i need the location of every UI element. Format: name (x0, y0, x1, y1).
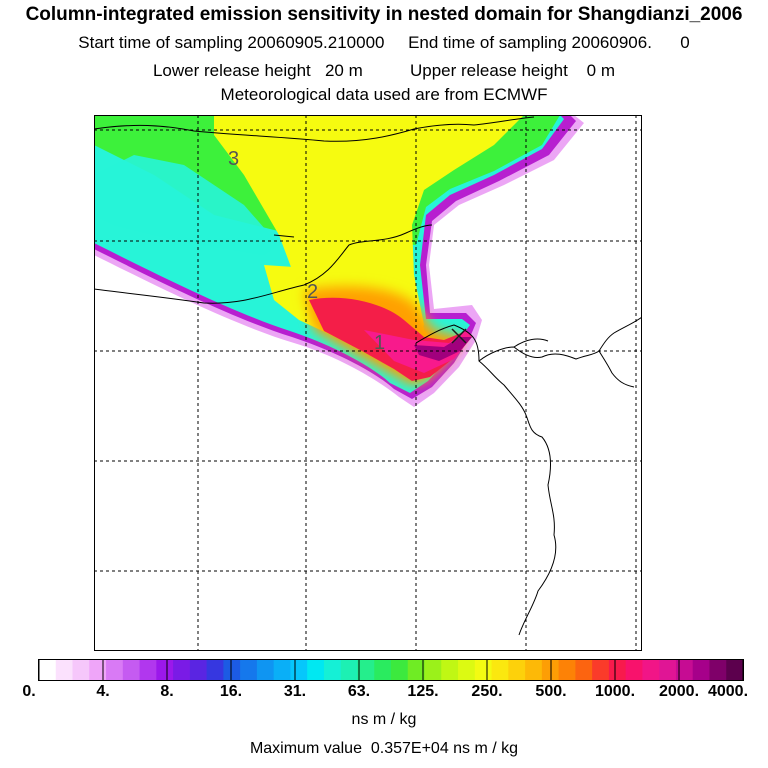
legend-swatch (374, 660, 392, 680)
legend-swatch (72, 660, 90, 680)
legend-swatch (357, 660, 375, 680)
figure-title: Column-integrated emission sensitivity i… (25, 4, 743, 25)
legend-swatch (206, 660, 224, 680)
legend-swatch (340, 660, 359, 680)
legend-swatch (307, 660, 325, 680)
region-label-3: 3 (228, 148, 239, 170)
legend-tick-label: 125. (407, 683, 439, 700)
legend-swatch (290, 660, 308, 680)
sensitivity-field (94, 115, 584, 407)
legend-swatch (189, 660, 208, 680)
met-data-source: Meteorological data used are from ECMWF (220, 85, 548, 104)
legend-tick-label: 0. (22, 683, 36, 700)
legend-tick-label: 500. (535, 683, 567, 700)
legend-swatch (391, 660, 409, 680)
legend-swatch (608, 660, 627, 680)
coastlines (94, 116, 642, 636)
station-marker (451, 328, 467, 344)
legend-tick-label: 31. (283, 683, 307, 700)
legend-frame (38, 659, 744, 681)
legend-swatch (491, 660, 509, 680)
legend-swatch (692, 660, 711, 680)
legend-tick-label: 4. (96, 683, 110, 700)
legend-swatch (223, 660, 241, 680)
legend-swatch (273, 660, 292, 680)
legend-swatch (89, 660, 107, 680)
legend-swatch (424, 660, 442, 680)
legend-swatch (407, 660, 426, 680)
maximum-value: Maximum value 0.357E+04 ns m / kg (249, 740, 519, 757)
legend-tick-label: 8. (160, 683, 174, 700)
legend-swatch (709, 660, 727, 680)
map-frame (94, 115, 642, 651)
legend-swatch (55, 660, 74, 680)
legend-swatch (558, 660, 576, 680)
legend-swatch (625, 660, 644, 680)
legend-swatch (726, 660, 744, 680)
legend-swatch (642, 660, 660, 680)
legend-swatch (592, 660, 610, 680)
legend-tick-label: 16. (219, 683, 243, 700)
legend-swatch (39, 660, 57, 680)
field-yellow-zone (214, 115, 524, 345)
legend-swatch (458, 660, 476, 680)
emission-sensitivity-map: 1 2 3 (94, 115, 642, 651)
legend-swatch (240, 660, 258, 680)
field-cyan-west (94, 155, 279, 255)
legend-swatch (525, 660, 543, 680)
legend-swatch (575, 660, 593, 680)
legend-tick-label: 63. (347, 683, 371, 700)
legend-swatch (659, 660, 677, 680)
legend-swatch (139, 660, 157, 680)
legend-tick-label: 1000. (594, 683, 636, 700)
graticule (94, 115, 642, 651)
color-legend (38, 659, 744, 686)
legend-swatch (441, 660, 459, 680)
legend-swatch (508, 660, 526, 680)
release-heights: Lower release height 20 m Upper release … (152, 61, 616, 80)
region-label-1: 1 (374, 332, 385, 354)
legend-units: ns m / kg (351, 711, 417, 728)
legend-tick-label: 4000. (707, 683, 749, 700)
legend-tick-label: 250. (471, 683, 503, 700)
legend-swatch (675, 660, 694, 680)
legend-swatch (122, 660, 141, 680)
legend-swatch (256, 660, 275, 680)
legend-swatch (173, 660, 191, 680)
legend-swatch (323, 660, 342, 680)
legend-swatch (156, 660, 174, 680)
field-purple-core (414, 337, 472, 361)
sampling-times: Start time of sampling 20060905.210000 E… (78, 33, 690, 52)
legend-swatch (474, 660, 493, 680)
legend-swatch (106, 660, 124, 680)
legend-tick-label: 2000. (658, 683, 700, 700)
region-label-2: 2 (307, 281, 318, 303)
